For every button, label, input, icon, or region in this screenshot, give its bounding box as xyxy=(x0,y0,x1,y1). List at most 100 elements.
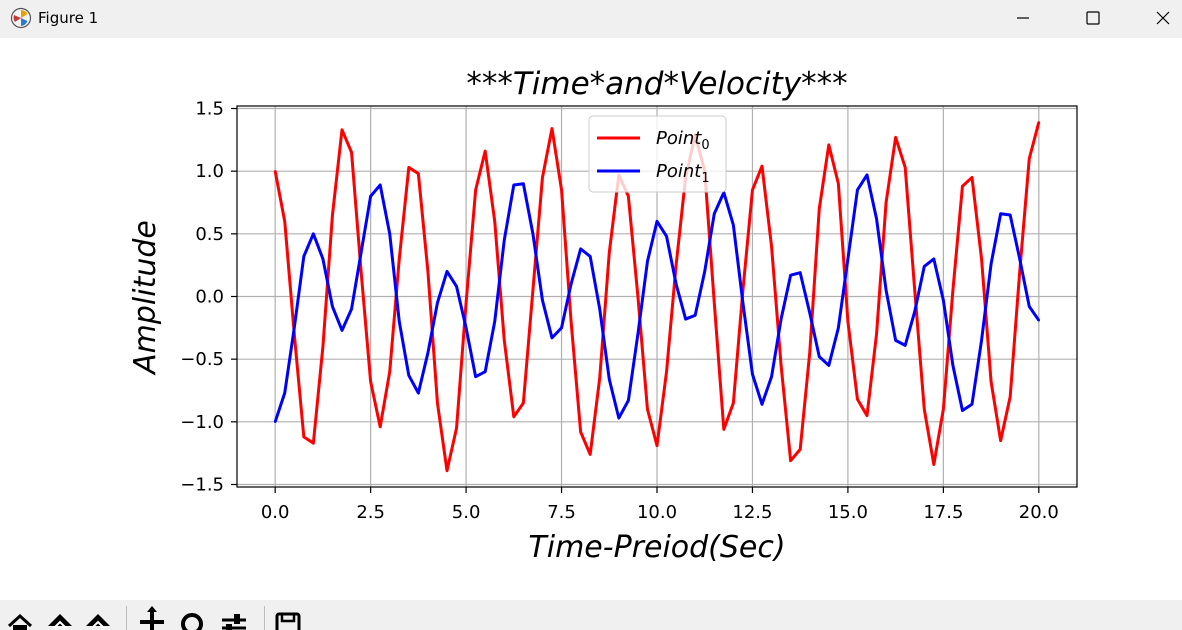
data-point-point0 xyxy=(770,245,773,248)
data-point-point1 xyxy=(1037,319,1041,322)
data-point-point1 xyxy=(1028,305,1031,308)
data-point-point1 xyxy=(894,339,897,342)
maximize-button[interactable] xyxy=(1070,0,1116,36)
forward-icon[interactable] xyxy=(84,606,112,630)
x-tick-label: 7.5 xyxy=(547,502,576,523)
data-point-point0 xyxy=(369,380,372,383)
data-point-point1 xyxy=(770,375,773,378)
data-point-point0 xyxy=(483,149,487,153)
data-point-point0 xyxy=(550,127,554,130)
x-tick-label: 20.0 xyxy=(1019,502,1059,523)
data-point-point0 xyxy=(588,453,592,456)
data-point-point0 xyxy=(312,441,315,445)
data-point-point0 xyxy=(608,251,611,254)
data-point-point0 xyxy=(646,408,649,411)
x-tick-label: 10.0 xyxy=(637,502,677,523)
legend-label-text: Point xyxy=(656,128,702,149)
home-icon[interactable] xyxy=(6,606,34,630)
data-point-point1 xyxy=(932,257,936,261)
maximize-icon xyxy=(1086,11,1100,25)
data-point-point0 xyxy=(531,289,535,292)
data-point-point1 xyxy=(827,364,831,367)
legend-label-text: Point xyxy=(656,161,702,182)
data-point-point1 xyxy=(980,339,983,342)
data-point-point0 xyxy=(894,136,897,139)
data-point-point0 xyxy=(913,289,916,292)
data-point-point1 xyxy=(913,310,916,313)
data-point-point0 xyxy=(865,414,869,417)
data-point-point1 xyxy=(273,420,277,424)
data-point-point1 xyxy=(923,265,926,268)
chart-title: ***Time*and*Velocity*** xyxy=(466,66,847,102)
y-tick-label: 0.5 xyxy=(195,224,224,245)
data-point-point1 xyxy=(684,317,687,321)
data-point-point0 xyxy=(493,220,496,223)
data-point-point1 xyxy=(293,326,296,330)
data-point-point1 xyxy=(359,251,363,254)
data-point-point0 xyxy=(808,351,811,355)
data-point-point1 xyxy=(522,182,525,185)
data-point-point0 xyxy=(837,182,840,185)
data-point-point0 xyxy=(884,201,888,204)
data-point-point1 xyxy=(779,317,783,321)
data-point-point1 xyxy=(464,326,468,330)
data-point-point1 xyxy=(436,301,439,304)
data-point-point0 xyxy=(512,415,516,419)
save-icon[interactable] xyxy=(274,606,302,630)
data-point-point0 xyxy=(713,301,716,304)
legend-label: Point0 xyxy=(656,128,710,153)
data-point-point0 xyxy=(273,169,277,173)
data-point-point1 xyxy=(665,235,668,238)
configure-icon[interactable] xyxy=(220,606,248,630)
data-point-point0 xyxy=(331,213,334,217)
data-point-point1 xyxy=(875,217,878,220)
data-point-point0 xyxy=(980,257,983,261)
data-point-point1 xyxy=(808,311,811,314)
data-point-point1 xyxy=(798,271,802,274)
data-point-point0 xyxy=(779,364,783,367)
data-point-point0 xyxy=(961,185,964,188)
data-point-point0 xyxy=(751,188,754,192)
data-point-point1 xyxy=(512,183,516,187)
data-point-point0 xyxy=(903,166,907,169)
data-point-point0 xyxy=(464,301,468,304)
data-point-point0 xyxy=(436,401,439,405)
data-point-point1 xyxy=(398,320,401,323)
data-point-point0 xyxy=(474,188,477,192)
close-button[interactable] xyxy=(1140,0,1182,36)
data-point-point1 xyxy=(550,336,554,340)
data-point-point0 xyxy=(359,270,363,273)
data-point-point1 xyxy=(713,212,716,215)
data-point-point1 xyxy=(989,262,993,266)
data-point-point0 xyxy=(732,401,735,405)
line-chart[interactable]: 0.0 2.5 5.0 7.5 10.0 12.5 15.0 17.5 20.01.51.00.… xyxy=(0,38,1182,600)
data-point-point1 xyxy=(961,409,964,412)
data-point-point0 xyxy=(522,401,525,405)
data-point-point0 xyxy=(999,439,1002,442)
data-point-point1 xyxy=(417,391,420,395)
data-point-point0 xyxy=(665,370,668,373)
minimize-button[interactable] xyxy=(1000,0,1046,36)
data-point-point0 xyxy=(636,295,640,298)
zoom-icon[interactable] xyxy=(178,606,206,630)
data-point-point0 xyxy=(388,370,391,373)
data-point-point1 xyxy=(903,344,907,347)
y-axis-label: Amplitude xyxy=(128,220,163,376)
y-tick-label: −0.5 xyxy=(180,349,224,370)
data-point-point0 xyxy=(923,408,926,411)
data-point-point1 xyxy=(445,270,449,273)
data-point-point0 xyxy=(674,263,678,267)
data-point-point1 xyxy=(693,314,697,317)
data-point-point1 xyxy=(598,307,601,311)
back-icon[interactable] xyxy=(46,606,74,630)
data-point-point0 xyxy=(846,320,850,323)
data-point-point1 xyxy=(569,282,573,286)
data-point-point1 xyxy=(856,188,859,192)
data-point-point0 xyxy=(722,428,726,431)
data-point-point1 xyxy=(970,403,974,406)
window-title: Figure 1 xyxy=(38,9,99,27)
legend-label-subscript: 0 xyxy=(701,138,709,153)
data-point-point1 xyxy=(378,183,382,187)
pan-icon[interactable] xyxy=(138,606,166,630)
